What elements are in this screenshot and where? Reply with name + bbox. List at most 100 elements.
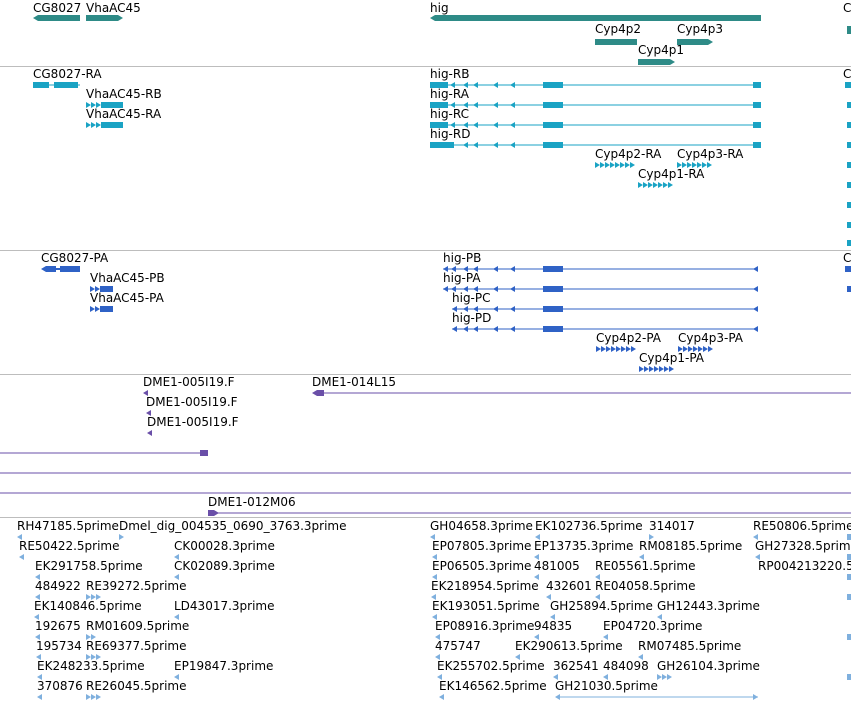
est-label[interactable]: 362541	[553, 659, 599, 673]
transcript-glyph-hig-rc	[430, 122, 761, 128]
clone-label-dme1-005i19-2[interactable]: DME1-005I19.F	[146, 395, 238, 409]
est-glyph	[174, 554, 179, 560]
transcript-label-hig-rd[interactable]: hig-RD	[430, 127, 471, 141]
est-glyph	[174, 614, 179, 620]
est-glyph	[34, 614, 39, 620]
protein-label-cyp4p2-pa[interactable]: Cyp4p2-PA	[596, 331, 661, 345]
protein-label-cg8027-pa[interactable]: CG8027-PA	[41, 251, 109, 265]
est-glyph	[534, 554, 539, 560]
transcript-label-hig-rc[interactable]: hig-RC	[430, 107, 470, 121]
est-glyph	[35, 594, 40, 600]
protein-label-vhaac45-pb[interactable]: VhaAC45-PB	[90, 271, 165, 285]
est-label[interactable]: 94835	[534, 619, 573, 633]
est-label[interactable]: EK218954.5prime	[431, 579, 539, 593]
est-label[interactable]: 314017	[649, 519, 695, 533]
gene-label-cg8027[interactable]: CG8027	[33, 1, 82, 15]
gene-label-cyp4p1[interactable]: Cyp4p1	[638, 43, 684, 57]
est-label[interactable]: 195734	[36, 639, 82, 653]
transcript-label-cyp4p1-ra[interactable]: Cyp4p1-RA	[638, 167, 705, 181]
protein-label-vhaac45-pa[interactable]: VhaAC45-PA	[90, 291, 164, 305]
protein-label-hig-pc[interactable]: hig-PC	[452, 291, 491, 305]
est-label[interactable]: RE50422.5prime	[19, 539, 120, 553]
est-glyph-edge	[847, 534, 851, 680]
est-label[interactable]: 481005	[534, 559, 580, 573]
est-label[interactable]: Dmel_dig_004535_0690_3763.3prime	[119, 519, 347, 533]
clone-label-dme1-014l15[interactable]: DME1-014L15	[312, 375, 396, 389]
est-glyph	[550, 614, 555, 620]
est-glyph	[439, 694, 444, 700]
est-label[interactable]: CK02089.3prime	[174, 559, 275, 573]
est-label[interactable]: EK255702.5prime	[437, 659, 545, 673]
est-label[interactable]: RH47185.5prime	[17, 519, 119, 533]
clone-label-dme1-012m06[interactable]: DME1-012M06	[208, 495, 296, 509]
transcript-label-cyp4p3-ra[interactable]: Cyp4p3-RA	[677, 147, 744, 161]
est-label[interactable]: CK00028.3prime	[174, 539, 275, 553]
gene-glyph-edge	[847, 26, 851, 34]
gene-glyphs	[33, 15, 851, 65]
clone-glyphs	[0, 390, 851, 516]
transcript-label-hig-rb[interactable]: hig-RB	[430, 67, 470, 81]
est-label[interactable]: 475747	[435, 639, 481, 653]
gene-glyph-cyp4p1	[638, 59, 675, 65]
clone-label-dme1-005i19-3[interactable]: DME1-005I19.F	[147, 415, 239, 429]
est-label[interactable]: RE39272.5prime	[86, 579, 187, 593]
protein-label-hig-pa[interactable]: hig-PA	[443, 271, 481, 285]
est-label[interactable]: EK248233.5prime	[37, 659, 145, 673]
est-label[interactable]: GH12443.3prime	[657, 599, 760, 613]
est-label[interactable]: EK146562.5prime	[439, 679, 547, 693]
protein-glyph-cyp4p2-pa	[596, 346, 636, 352]
gene-label-hig[interactable]: hig	[430, 1, 449, 15]
est-label[interactable]: RM08185.5prime	[639, 539, 743, 553]
est-label[interactable]: EK102736.5prime	[535, 519, 643, 533]
protein-label-edge[interactable]: C	[843, 251, 851, 265]
est-label[interactable]: EP06505.3prime	[432, 559, 532, 573]
est-label[interactable]: RM01609.5prime	[86, 619, 190, 633]
est-label[interactable]: 432601	[546, 579, 592, 593]
est-label[interactable]: EP07805.3prime	[432, 539, 532, 553]
est-label[interactable]: EK290613.5prime	[515, 639, 623, 653]
est-label[interactable]: EP08916.3prime	[435, 619, 535, 633]
est-label[interactable]: GH04658.3prime	[430, 519, 533, 533]
protein-label-hig-pb[interactable]: hig-PB	[443, 251, 482, 265]
est-label[interactable]: 192675	[35, 619, 81, 633]
est-label[interactable]: GH25894.5prime	[550, 599, 653, 613]
transcript-label-hig-ra[interactable]: hig-RA	[430, 87, 469, 101]
protein-glyph-vhaac45-pa	[90, 306, 113, 312]
est-label[interactable]: RP004213220.5prime	[758, 559, 851, 573]
transcript-label-vhaac45-rb[interactable]: VhaAC45-RB	[86, 87, 162, 101]
est-label[interactable]: EK193051.5prime	[432, 599, 540, 613]
est-glyph	[535, 534, 540, 540]
est-label[interactable]: RE69377.5prime	[86, 639, 187, 653]
protein-label-hig-pd[interactable]: hig-PD	[452, 311, 492, 325]
est-label[interactable]: EP13735.3prime	[534, 539, 634, 553]
est-label[interactable]: RE50806.5prime	[753, 519, 851, 533]
est-label[interactable]: 484098	[603, 659, 649, 673]
est-label[interactable]: EK140846.5prime	[34, 599, 142, 613]
est-label[interactable]: RE05561.5prime	[595, 559, 696, 573]
est-label[interactable]: EP19847.3prime	[174, 659, 274, 673]
est-label[interactable]: RE26045.5prime	[86, 679, 187, 693]
est-label[interactable]: EK291758.5prime	[35, 559, 143, 573]
clone-label-dme1-005i19-1[interactable]: DME1-005I19.F	[143, 375, 235, 389]
gene-label-vhaac45[interactable]: VhaAC45	[86, 1, 141, 15]
est-label[interactable]: RE04058.5prime	[595, 579, 696, 593]
transcript-label-cyp4p2-ra[interactable]: Cyp4p2-RA	[595, 147, 662, 161]
est-label[interactable]: RM07485.5prime	[638, 639, 742, 653]
gene-label-edge[interactable]: C	[843, 1, 851, 15]
transcript-label-edge[interactable]: C	[843, 67, 851, 81]
gene-label-cyp4p3[interactable]: Cyp4p3	[677, 22, 723, 36]
protein-glyph-edge	[845, 266, 851, 292]
transcript-label-cg8027-ra[interactable]: CG8027-RA	[33, 67, 102, 81]
gene-label-cyp4p2[interactable]: Cyp4p2	[595, 22, 641, 36]
transcript-label-vhaac45-ra[interactable]: VhaAC45-RA	[86, 107, 162, 121]
est-label[interactable]: 370876	[37, 679, 83, 693]
protein-label-cyp4p1-pa[interactable]: Cyp4p1-PA	[639, 351, 704, 365]
est-label[interactable]: GH26104.3prime	[657, 659, 760, 673]
est-label[interactable]: GH27328.5prime	[755, 539, 851, 553]
est-label[interactable]: EP04720.3prime	[603, 619, 703, 633]
est-label[interactable]: 484922	[35, 579, 81, 593]
transcript-glyph-cyp4p3-ra	[677, 162, 712, 168]
protein-label-cyp4p3-pa[interactable]: Cyp4p3-PA	[678, 331, 743, 345]
est-label[interactable]: LD43017.3prime	[174, 599, 275, 613]
est-label[interactable]: GH21030.5prime	[555, 679, 658, 693]
